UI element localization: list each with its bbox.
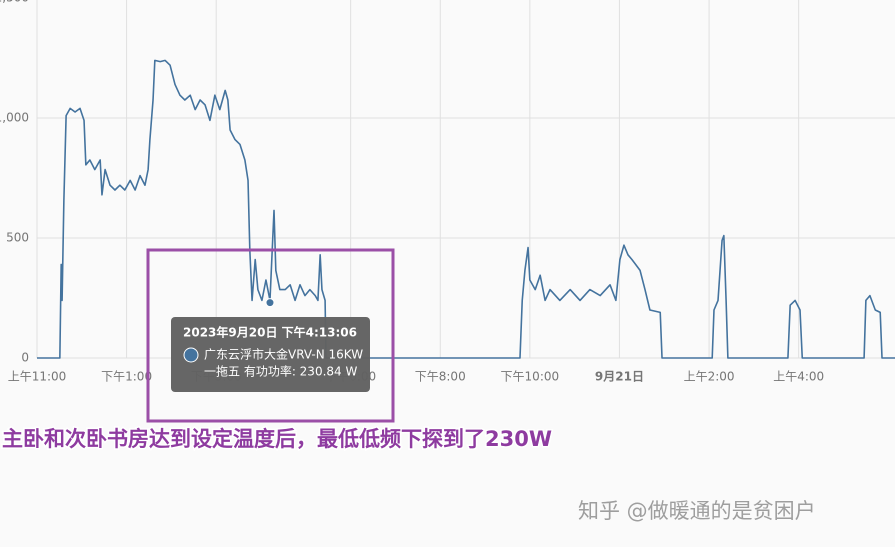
y-tick-label: 1,500: [0, 0, 29, 5]
tooltip-value: 一拖五 有功功率: 230.84 W: [204, 364, 357, 379]
x-tick-label: 上午4:00: [773, 370, 824, 384]
y-tick-label: 1,000: [0, 111, 29, 125]
x-tick-label: 9月21日: [595, 370, 644, 384]
y-tick-label: 500: [6, 231, 29, 245]
tooltip-swatch: [183, 347, 199, 363]
x-tick-label: 下午8:00: [415, 370, 466, 384]
highlight-box: [146, 248, 395, 423]
watermark: 知乎 @做暖通的是贫困户: [578, 499, 816, 523]
tooltip-bg: [171, 317, 370, 392]
x-tick-label: 上午11:00: [8, 370, 67, 384]
series-line: [37, 59, 895, 359]
plot: [37, 59, 895, 359]
hover-point: [265, 298, 275, 308]
tooltip-entity: 广东云浮市大金VRV-N 16KW: [204, 347, 363, 362]
annotation: 主卧和次卧书房达到设定温度后，最低低频下探到了230W: [2, 427, 552, 451]
x-tick-label: 下午10:00: [501, 370, 560, 384]
tooltip-time: 2023年9月20日 下午4:13:06: [183, 325, 357, 340]
x-tick-label: 上午2:00: [684, 370, 735, 384]
x-tick-label: 下午1:00: [101, 370, 152, 384]
tooltip: 2023年9月20日 下午4:13:06 广东云浮市大金VRV-N 16KW 一…: [171, 317, 370, 392]
y-tick-label: 0: [21, 351, 29, 365]
grid: 05001,0001,500上午11:00下午1:00下午3:00下午6:00下…: [0, 0, 895, 384]
